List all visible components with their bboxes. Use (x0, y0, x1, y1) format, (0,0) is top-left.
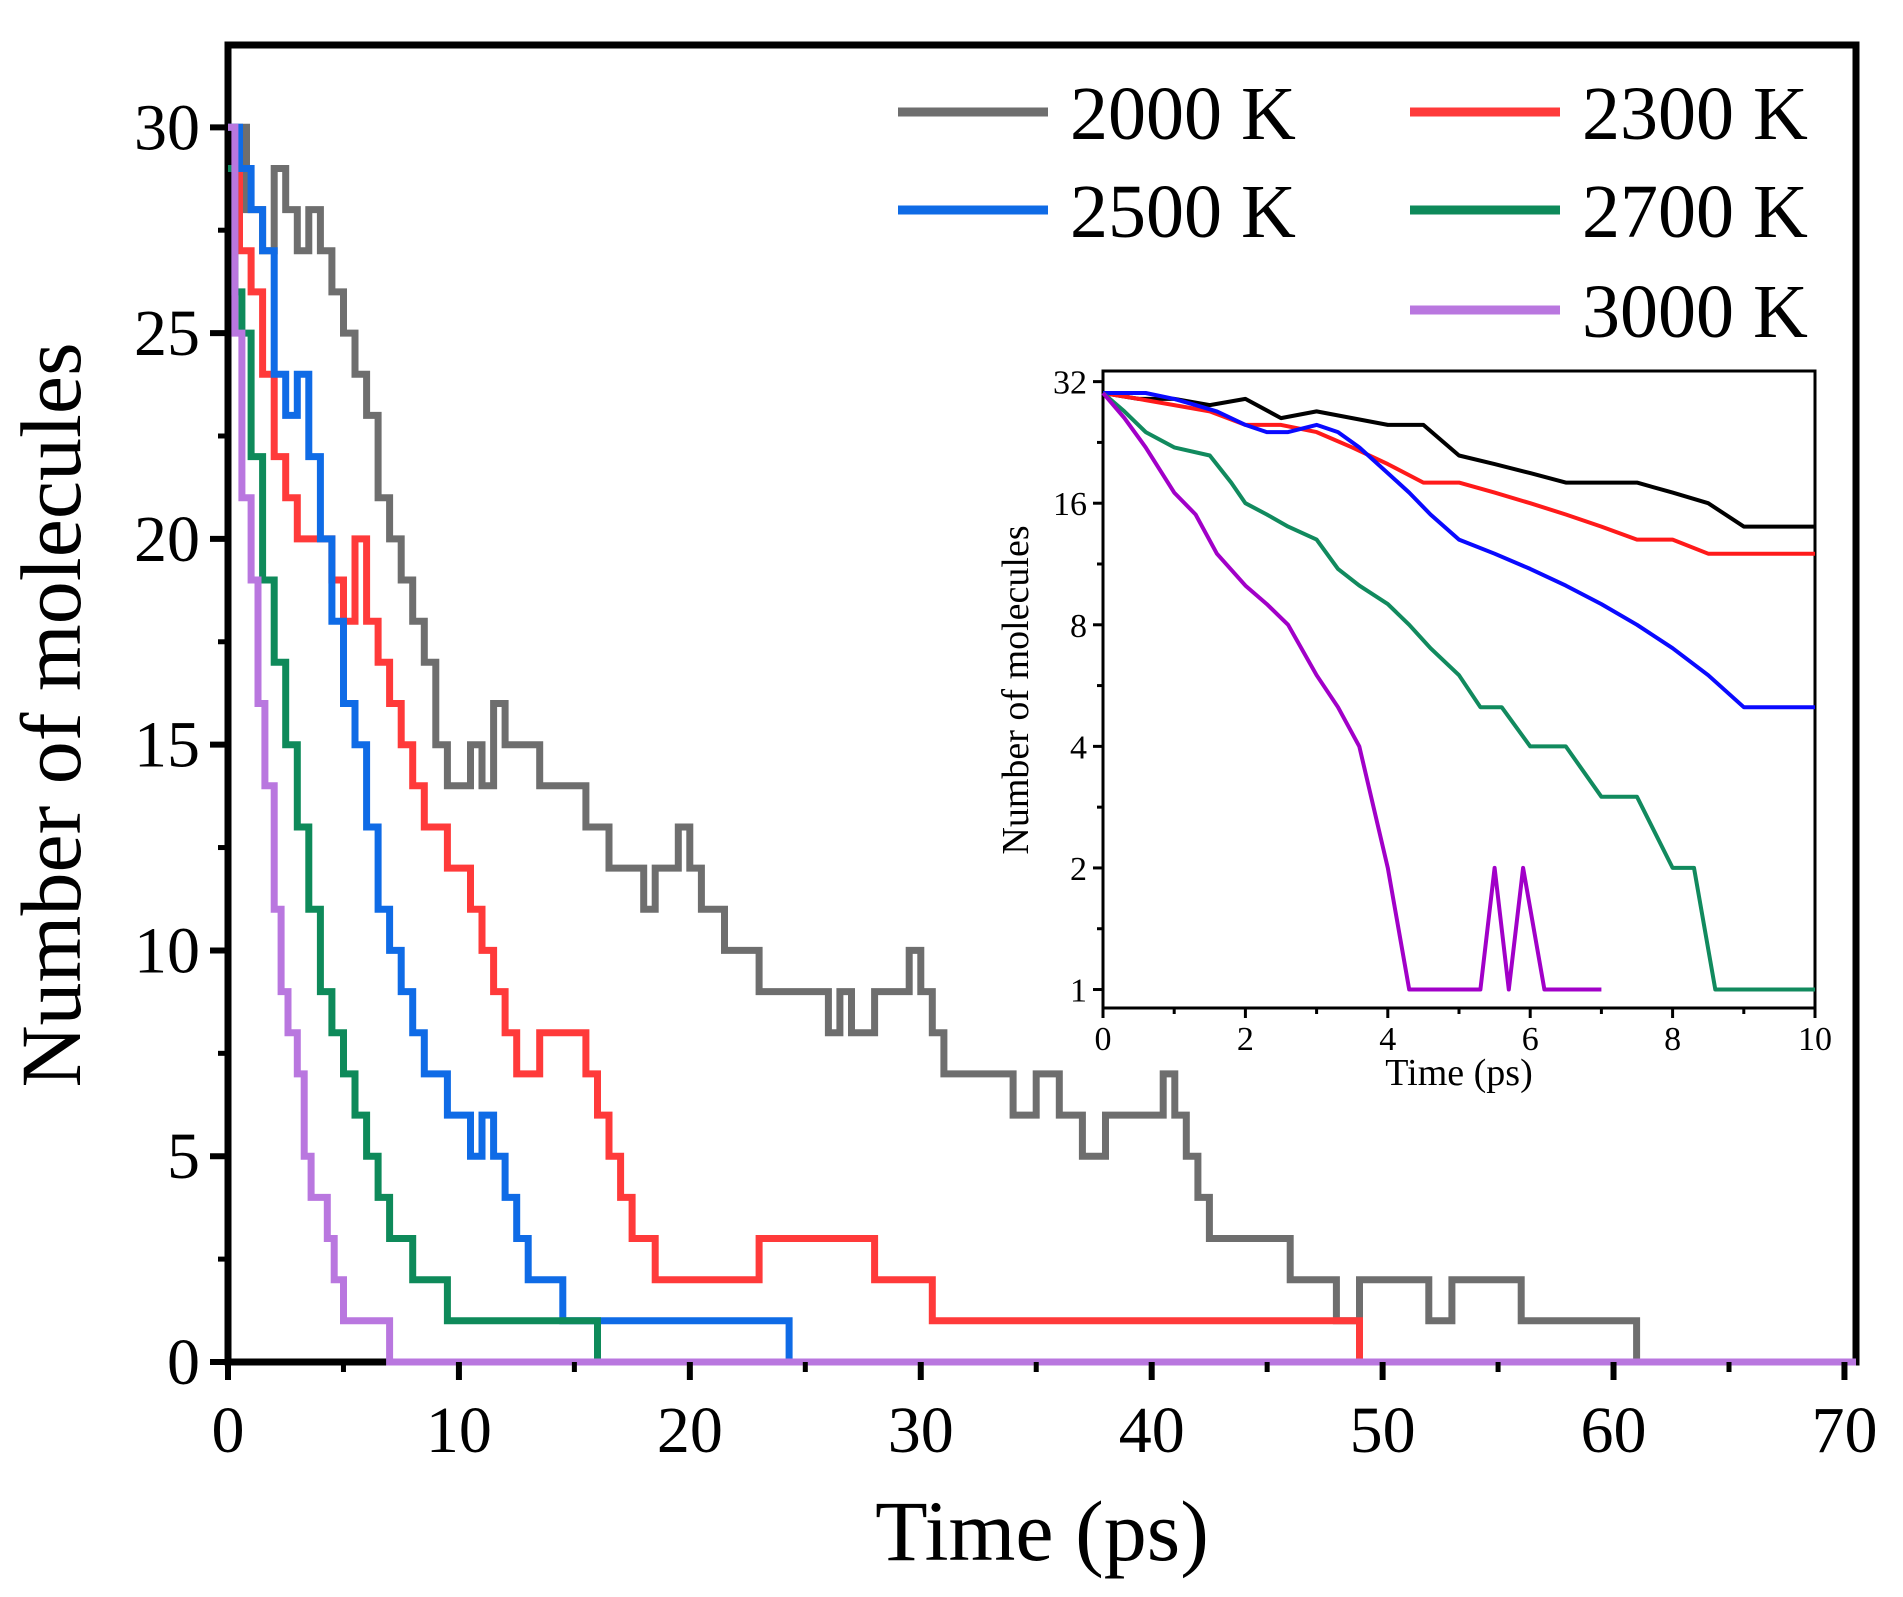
main-y-tick-label: 5 (167, 1120, 200, 1193)
main-x-axis-label: Time (ps) (875, 1483, 1209, 1579)
main-y-axis-label: Number of molecules (3, 342, 99, 1087)
main-plot-series (228, 123, 1856, 1366)
main-x-tick-label: 60 (1581, 1394, 1647, 1467)
legend-label: 3000 K (1582, 270, 1808, 354)
main-series-line-3000-K (228, 123, 1856, 1366)
main-x-tick-label: 30 (888, 1394, 954, 1467)
legend-label: 2500 K (1070, 170, 1296, 254)
inset-y-tick-label: 2 (1070, 851, 1087, 888)
main-x-tick-label: 40 (1119, 1394, 1185, 1467)
main-x-tick-label: 10 (426, 1394, 492, 1467)
inset-background (1103, 371, 1815, 1008)
main-x-tick-label: 70 (1811, 1394, 1877, 1467)
inset-x-tick-label: 2 (1237, 1021, 1254, 1058)
legend-label: 2700 K (1582, 170, 1808, 254)
main-series-line-2700-K (228, 165, 1856, 1366)
inset-series-line-5 (1101, 391, 1602, 992)
main-series-line-2500-K (228, 123, 1856, 1366)
main-y-tick-label: 25 (134, 297, 200, 370)
inset-x-tick-label: 8 (1664, 1021, 1681, 1058)
main-y-tick-label: 20 (134, 503, 200, 576)
legend-label: 2300 K (1582, 72, 1808, 156)
inset-series-line-3 (1103, 391, 1815, 710)
inset-x-tick-label: 6 (1522, 1021, 1539, 1058)
inset-y-tick-label: 16 (1053, 486, 1087, 523)
inset-series-line-2 (1102, 391, 1815, 556)
main-y-tick-label: 15 (134, 709, 200, 782)
main-x-tick-label: 20 (657, 1394, 723, 1467)
main-y-tick-label: 10 (134, 914, 200, 987)
inset-y-axis-label: Number of molecules (995, 525, 1037, 854)
inset-x-axis-label: Time (ps) (1385, 1052, 1532, 1094)
inset-y-tick-label: 8 (1070, 608, 1087, 645)
inset-x-tick-label: 0 (1095, 1021, 1112, 1058)
inset-series-line-1 (1102, 391, 1815, 529)
main-y-tick-label: 0 (167, 1326, 200, 1399)
inset-y-tick-label: 1 (1070, 973, 1087, 1010)
inset-x-tick-label: 10 (1798, 1021, 1832, 1058)
legend: 2000 K 2300 K 2500 K 2700 K 3000 K (898, 72, 1808, 354)
main-y-tick-label: 30 (134, 91, 200, 164)
inset-plot-series (1101, 391, 1815, 992)
inset-series-line-4 (1101, 391, 1815, 992)
inset-y-tick-label: 32 (1053, 365, 1087, 402)
main-x-tick-label: 50 (1350, 1394, 1416, 1467)
main-x-tick-label: 0 (212, 1394, 245, 1467)
legend-label: 2000 K (1070, 72, 1296, 156)
inset-y-tick-label: 4 (1070, 729, 1087, 766)
main-series-line-2000-K (228, 123, 1856, 1366)
inset-x-tick-label: 4 (1379, 1021, 1396, 1058)
